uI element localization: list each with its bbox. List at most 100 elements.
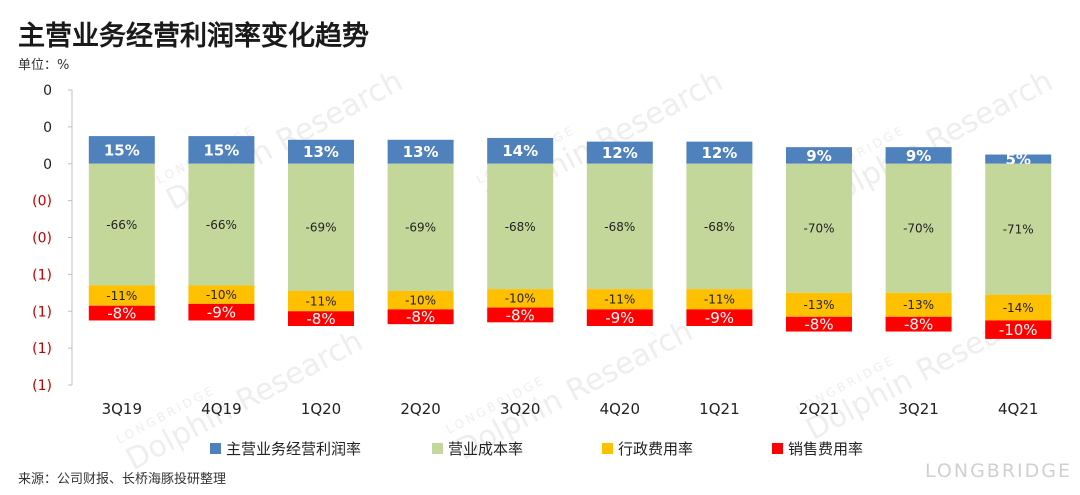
data-label-cost: -70% (903, 222, 934, 236)
data-label-cost: -68% (505, 220, 536, 234)
bar-cost (188, 163, 255, 286)
bar-admin (885, 292, 952, 317)
bar-cost (288, 163, 354, 291)
legend-label-cost: 营业成本率 (448, 440, 523, 458)
bar-profit (88, 136, 155, 164)
bar-cost (387, 163, 454, 291)
legend-swatch-admin (602, 443, 613, 454)
x-tick-label: 2Q20 (400, 400, 440, 418)
data-label-sales: -9% (705, 309, 734, 327)
data-label-sales: -9% (605, 309, 634, 327)
bar-profit (985, 154, 1052, 164)
x-tick-label: 4Q19 (201, 400, 241, 418)
data-label-sales: -8% (107, 304, 136, 322)
bar-sales (487, 307, 554, 323)
data-label-admin: -11% (704, 293, 735, 307)
bar-sales (288, 311, 354, 326)
data-label-admin: -11% (106, 289, 137, 303)
bar-profit (686, 141, 753, 164)
legend-label-admin: 行政费用率 (618, 440, 693, 458)
data-label-sales: -8% (904, 316, 933, 334)
bar-profit (188, 136, 255, 164)
x-tick-label: 4Q20 (600, 400, 640, 418)
data-label-profit: 14% (502, 142, 538, 160)
data-label-cost: -66% (206, 218, 237, 232)
data-label-sales: -8% (506, 306, 535, 324)
y-tick-label: (0) (32, 231, 52, 247)
x-tick-label: 4Q21 (998, 400, 1038, 418)
bar-profit (487, 137, 554, 164)
unit-label: 单位：% (18, 58, 70, 73)
y-tick-label: (1) (32, 341, 52, 357)
x-tick-label: 2Q21 (799, 400, 839, 418)
x-tick-label: 3Q20 (500, 400, 540, 418)
data-label-profit: 12% (701, 144, 737, 162)
x-tick-label: 3Q19 (102, 400, 142, 418)
legend-swatch-sales (772, 443, 783, 454)
legend-swatch-profit (210, 443, 221, 454)
legend-swatch-cost (432, 443, 443, 454)
bar-sales (188, 303, 255, 321)
bar-cost (88, 163, 155, 286)
x-tick-label: 1Q20 (301, 400, 341, 418)
y-tick-label: 0 (43, 157, 52, 173)
bar-sales (985, 320, 1052, 339)
y-tick-label: (0) (32, 194, 52, 210)
data-label-profit: 15% (203, 141, 239, 159)
bar-admin (88, 285, 155, 306)
bar-cost (786, 163, 852, 293)
bar-cost (885, 163, 952, 293)
data-label-cost: -70% (803, 222, 834, 236)
bar-sales (686, 309, 753, 326)
bar-sales (387, 309, 454, 325)
x-tick-label: 1Q21 (699, 400, 739, 418)
legend-label-sales: 销售费用率 (788, 440, 863, 458)
bar-sales (786, 316, 852, 332)
bar-profit (786, 147, 852, 164)
data-label-sales: -8% (306, 310, 335, 328)
source-note: 来源：公司财报、长桥海豚投研整理 (18, 472, 227, 487)
data-label-admin: -13% (903, 298, 934, 312)
y-tick-label: (1) (32, 378, 52, 394)
data-label-sales: -8% (406, 308, 435, 326)
data-label-cost: -68% (604, 220, 635, 234)
data-label-profit: 13% (403, 143, 439, 161)
bar-admin (985, 294, 1052, 321)
data-label-cost: -68% (704, 220, 735, 234)
data-label-sales: -10% (999, 321, 1038, 339)
bar-admin (188, 285, 255, 304)
y-tick-label: (1) (32, 304, 52, 320)
bar-sales (88, 305, 155, 321)
y-tick-label: 0 (43, 83, 52, 99)
bar-admin (288, 290, 354, 312)
y-tick-label: (1) (32, 267, 52, 283)
bar-cost (686, 163, 753, 290)
y-tick-label: 0 (43, 120, 52, 136)
bar-profit (586, 141, 653, 164)
chart-title: 主营业务经营利润率变化趋势 (18, 21, 369, 52)
data-label-admin: -10% (206, 288, 237, 302)
bar-cost (487, 163, 554, 290)
bar-profit (288, 139, 354, 164)
bar-admin (387, 290, 454, 310)
data-label-admin: -10% (505, 292, 536, 306)
brand-logo: LONGBRIDGE (925, 460, 1072, 482)
data-label-sales: -8% (804, 316, 833, 334)
bar-admin (786, 292, 852, 317)
bar-admin (586, 289, 653, 310)
bar-sales (586, 309, 653, 326)
bar-sales (885, 316, 952, 332)
bar-profit (885, 147, 952, 164)
data-label-admin: -14% (1003, 301, 1034, 315)
data-label-cost: -69% (305, 221, 336, 235)
data-label-admin: -11% (305, 294, 336, 308)
data-label-profit: 13% (303, 143, 339, 161)
bar-cost (985, 163, 1052, 295)
x-tick-label: 3Q21 (898, 400, 938, 418)
bar-profit (387, 139, 454, 164)
data-label-cost: -71% (1003, 223, 1034, 237)
bar-cost (586, 163, 653, 290)
data-label-sales: -9% (207, 304, 236, 322)
data-label-cost: -69% (405, 221, 436, 235)
